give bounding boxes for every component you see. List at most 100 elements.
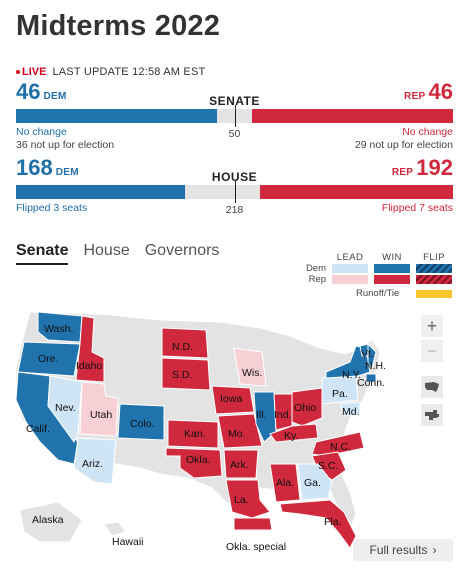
label-nh: N.H.	[365, 360, 386, 372]
label-idaho: Idaho	[76, 360, 102, 372]
house-majority-number: 218	[225, 204, 244, 216]
live-label: LIVE	[22, 66, 47, 78]
map-view-toggle-button[interactable]	[421, 376, 443, 398]
zoom-in-button[interactable]: +	[421, 315, 443, 337]
cartogram-toggle-button[interactable]	[421, 404, 443, 426]
label-hawaii: Hawaii	[112, 536, 144, 548]
state-kan[interactable]	[167, 419, 219, 449]
full-results-label: Full results	[369, 543, 428, 557]
legend-rep-flip-swatch	[416, 275, 452, 284]
map-tabs: Senate House Governors	[16, 242, 219, 265]
senate-majority-marker	[234, 105, 236, 127]
house-label: HOUSE	[211, 170, 258, 184]
senate-balance-bar	[16, 105, 453, 127]
senate-dem-bar	[16, 109, 218, 123]
page-title: Midterms 2022	[16, 10, 221, 42]
state-nev[interactable]	[47, 375, 83, 444]
legend-dem-lead-swatch	[332, 264, 368, 273]
legend-flip-header: FLIP	[423, 252, 445, 263]
label-okla: Okla.	[186, 454, 211, 466]
state-ill[interactable]	[253, 391, 277, 443]
label-alaska: Alaska	[32, 514, 64, 526]
state-nh[interactable]	[367, 342, 377, 369]
legend-dem-flip-swatch	[416, 264, 452, 273]
label-calif: Calif.	[26, 423, 50, 435]
house-dem-bar	[16, 185, 185, 199]
senate-rep-not-up: 29 not up for election	[354, 139, 453, 151]
tab-house[interactable]: House	[83, 242, 130, 259]
chevron-right-icon: ›	[432, 543, 437, 557]
label-iowa: Iowa	[220, 393, 242, 405]
state-alaska[interactable]	[19, 501, 83, 543]
house-dem-count: 168 DEM	[16, 155, 79, 180]
legend-rep-label: Rep	[308, 274, 326, 285]
label-sd: S.D.	[172, 369, 192, 381]
state-okla[interactable]	[165, 447, 223, 479]
senate-dem-not-up: 36 not up for election	[16, 139, 115, 151]
label-ind: Ind.	[274, 409, 292, 421]
label-fla: Fla.	[324, 516, 342, 528]
state-ark[interactable]	[223, 449, 259, 479]
state-ohio[interactable]	[291, 387, 323, 427]
state-conn[interactable]	[365, 373, 377, 383]
state-iowa[interactable]	[211, 385, 255, 415]
live-status: LIVE LAST UPDATE 12:58 AM EST	[16, 66, 205, 78]
legend-dem-label: Dem	[305, 263, 326, 274]
senate-dem-change: No change	[16, 126, 67, 138]
state-nc[interactable]	[311, 431, 365, 457]
senate-rep-change: No change	[402, 126, 453, 138]
label-colo: Colo.	[130, 418, 155, 430]
state-ga[interactable]	[297, 463, 333, 501]
label-mo: Mo.	[228, 428, 246, 440]
cartogram-icon	[425, 410, 439, 420]
tab-governors[interactable]: Governors	[144, 242, 220, 259]
state-nd[interactable]	[161, 327, 209, 359]
house-dem-flipped: Flipped 3 seats	[16, 202, 88, 214]
label-la: La.	[234, 494, 249, 506]
legend-rep-lead-swatch	[332, 275, 368, 284]
state-wis[interactable]	[233, 347, 267, 387]
label-wis: Wis.	[242, 367, 262, 379]
label-nev: Nev.	[55, 402, 76, 414]
us-map-svg[interactable]: Wash. Ore. Idaho Calif. Nev. Utah Ariz. …	[0, 292, 468, 562]
senate-race[interactable]: 46 DEM SENATE REP 46 No change 36 not up f…	[16, 79, 453, 151]
label-md: Md.	[342, 406, 360, 418]
house-race[interactable]: 168 DEM HOUSE REP 192 Flipped 3 seats 218 …	[16, 155, 453, 225]
label-pa: Pa.	[332, 388, 348, 400]
state-sd[interactable]	[161, 357, 211, 391]
full-results-button[interactable]: Full results ›	[353, 539, 453, 561]
state-mo[interactable]	[217, 413, 263, 449]
state-idaho[interactable]	[75, 315, 105, 383]
state-wash[interactable]	[37, 311, 83, 343]
label-ariz: Ariz.	[82, 458, 103, 470]
state-ky[interactable]	[269, 423, 319, 443]
senate-dem-count: 46 DEM	[16, 79, 67, 104]
state-ore[interactable]	[17, 341, 81, 377]
house-rep-bar	[260, 185, 453, 199]
state-hawaii[interactable]	[103, 521, 127, 537]
legend-rep-win-swatch	[374, 275, 410, 284]
state-md[interactable]	[339, 401, 361, 417]
state-ala[interactable]	[269, 463, 301, 503]
senate-rep-bar	[251, 109, 453, 123]
label-nc: N.C.	[330, 441, 351, 453]
senate-label: SENATE	[209, 94, 260, 108]
state-colo[interactable]	[117, 403, 165, 441]
label-ark: Ark.	[230, 459, 249, 471]
zoom-out-button[interactable]: −	[421, 340, 443, 362]
state-fla[interactable]	[279, 499, 357, 549]
state-okla-special[interactable]	[233, 517, 273, 531]
legend-runoff-label: Runoff/Tie	[356, 288, 400, 299]
label-wash: Wash.	[44, 323, 73, 335]
tab-senate[interactable]: Senate	[16, 242, 69, 265]
us-senate-map[interactable]: Wash. Ore. Idaho Calif. Nev. Utah Ariz. …	[0, 292, 468, 562]
label-okla-special: Okla. special	[226, 541, 286, 553]
house-rep-flipped: Flipped 7 seats	[381, 202, 453, 214]
label-sc: S.C.	[318, 460, 338, 472]
label-nd: N.D.	[172, 341, 193, 353]
state-utah[interactable]	[79, 381, 119, 437]
state-la[interactable]	[225, 479, 271, 519]
house-balance-bar	[16, 181, 453, 203]
state-ariz[interactable]	[73, 437, 117, 485]
legend-win-header: WIN	[382, 252, 402, 263]
